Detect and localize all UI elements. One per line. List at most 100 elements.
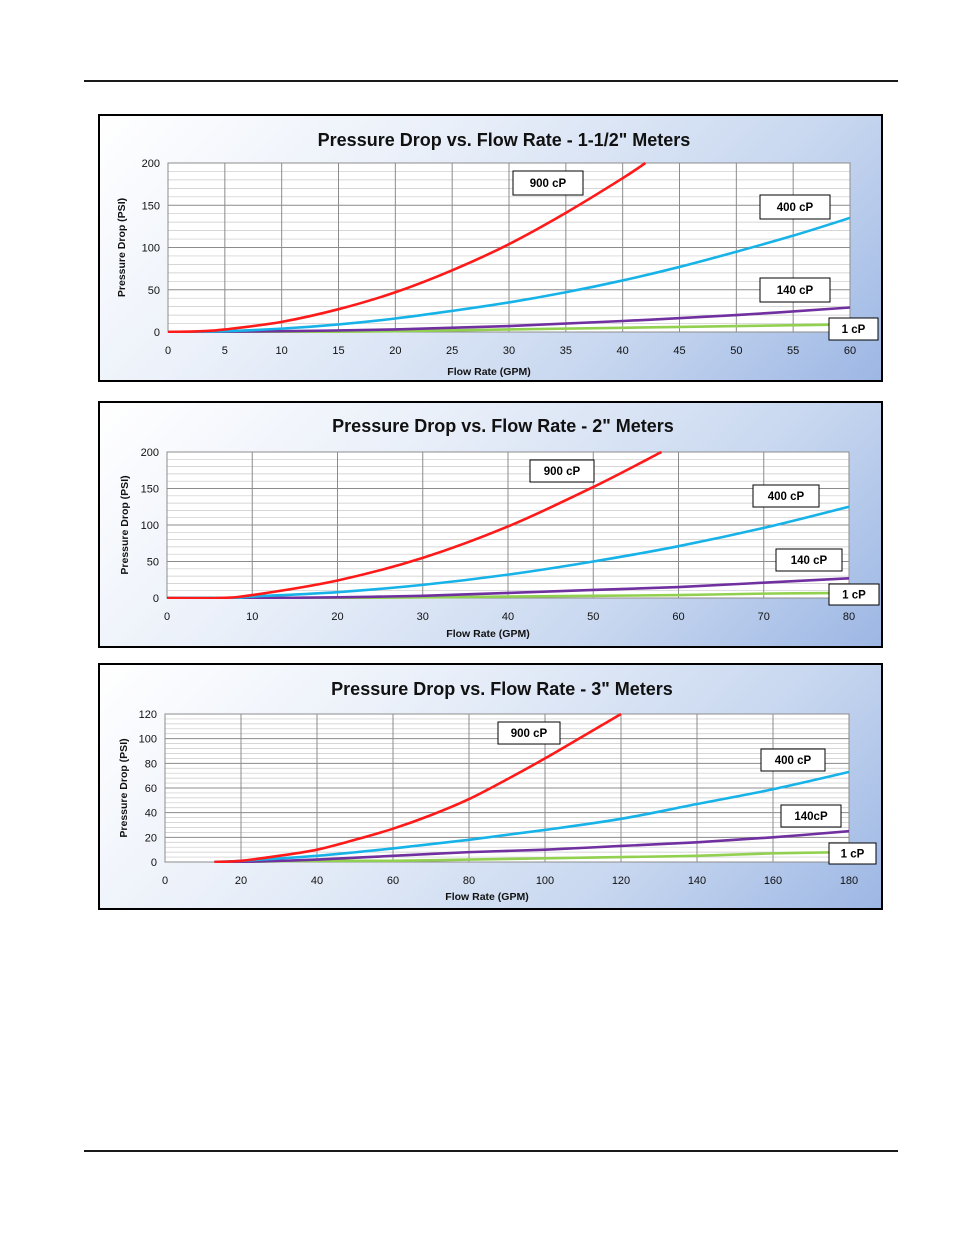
y-tick-label: 80: [145, 758, 157, 770]
x-tick-label: 5: [222, 345, 228, 357]
chart-svg-3in: 0 20 40 60 80 100 120 0 20 40 60 80 100 120 140 160 180 P…: [118, 679, 877, 903]
x-axis-label: Flow Rate (GPM): [446, 628, 529, 640]
annotation-box: [759, 194, 831, 220]
header-rule: [84, 80, 898, 82]
annotation-label: 400 cP: [777, 202, 814, 214]
y-tick-label: 100: [142, 243, 160, 255]
annotation-1-cp: 1 cP: [828, 317, 879, 341]
y-tick-label: 150: [141, 484, 159, 496]
y-tick-label: 150: [142, 200, 160, 212]
annotation-box: [529, 459, 595, 483]
x-tick-label: 0: [162, 875, 168, 887]
x-tick-label: 50: [730, 345, 742, 357]
x-axis-label: Flow Rate (GPM): [445, 891, 528, 903]
annotation-box: [780, 804, 842, 828]
y-tick-label: 0: [151, 857, 157, 869]
x-tick-label: 80: [463, 875, 475, 887]
chart-panel-3in: 0 20 40 60 80 100 120 0 20 40 60 80 100 120 140 160 180 P…: [98, 663, 883, 910]
x-tick-label: 20: [389, 345, 401, 357]
x-tick-label: 50: [587, 611, 599, 623]
chart-panel-2in: 0 50 100 150 200 0 10 20 30 40 50 60 70 80 Pressure Dr…: [98, 401, 883, 648]
annotation-400-cp: 400 cP: [759, 194, 831, 220]
y-tick-label: 120: [139, 709, 157, 721]
annotation-1-cp: 1 cP: [828, 842, 877, 865]
annotation-label: 1 cP: [841, 849, 865, 861]
y-axis-label: Pressure Drop (PSI): [118, 738, 130, 837]
x-tick-label: 30: [503, 345, 515, 357]
chart-svg-1-5in: 0 50 100 150 200 0 5 10 15 20 25 30 35 40 45 50 55 60 Pres…: [116, 130, 879, 378]
annotation-box: [828, 583, 880, 606]
annotation-label: 900 cP: [511, 728, 548, 740]
y-axis-label: Pressure Drop (PSI): [119, 475, 131, 574]
x-tick-label: 60: [387, 875, 399, 887]
annotation-box: [775, 548, 843, 572]
annotation-box: [512, 170, 584, 196]
series-line-400-cp: [214, 770, 849, 863]
y-tick-label: 100: [139, 734, 157, 746]
y-tick-label: 40: [145, 808, 157, 820]
series-line-140-cp: [168, 306, 850, 333]
annotation-box: [828, 317, 879, 341]
annotation-box: [828, 842, 877, 865]
x-tick-label: 55: [787, 345, 799, 357]
chart-svg-2in: 0 50 100 150 200 0 10 20 30 40 50 60 70 80 Pressure Dr…: [119, 416, 880, 640]
y-tick-label: 200: [141, 447, 159, 459]
x-tick-label: 60: [672, 611, 684, 623]
x-tick-label: 120: [612, 875, 630, 887]
x-tick-label: 70: [758, 611, 770, 623]
series-line-900-cp: [168, 162, 647, 333]
annotation-label: 1 cP: [842, 324, 866, 336]
series-line-140-cp: [167, 576, 849, 599]
y-tick-label: 20: [145, 832, 157, 844]
annotation-140-cp: 140 cP: [759, 277, 831, 303]
annotation-box: [752, 484, 820, 508]
annotation-label: 140cP: [794, 811, 828, 823]
x-tick-label: 40: [502, 611, 514, 623]
annotation-label: 1 cP: [842, 590, 866, 602]
y-tick-label: 50: [148, 285, 160, 297]
y-tick-label: 50: [147, 557, 159, 569]
series-line-900-cp: [214, 713, 622, 863]
chart-panel-1-5in: 0 50 100 150 200 0 5 10 15 20 25 30 35 40 45 50 55 60 Pres…: [98, 114, 883, 382]
x-tick-label: 180: [840, 875, 858, 887]
y-tick-label: 60: [145, 783, 157, 795]
series-line-140-cp: [214, 829, 849, 863]
x-tick-label: 20: [235, 875, 247, 887]
x-tick-label: 25: [446, 345, 458, 357]
annotation-box: [497, 721, 561, 745]
y-tick-label: 0: [154, 327, 160, 339]
annotation-1-cp: 1 cP: [828, 583, 880, 606]
x-tick-label: 40: [311, 875, 323, 887]
y-axis-label: Pressure Drop (PSI): [116, 198, 128, 297]
chart-title: Pressure Drop vs. Flow Rate - 1-1/2" Met…: [318, 130, 691, 150]
major-gridlines: [167, 162, 851, 333]
x-tick-label: 45: [673, 345, 685, 357]
y-tick-label: 200: [142, 158, 160, 170]
annotation-label: 400 cP: [775, 755, 812, 767]
x-axis-label: Flow Rate (GPM): [447, 366, 530, 378]
x-tick-label: 10: [246, 611, 258, 623]
annotation-900-cp: 900 cP: [529, 459, 595, 483]
x-tick-label: 160: [764, 875, 782, 887]
x-tick-label: 30: [417, 611, 429, 623]
annotation-140-cp: 140cP: [780, 804, 842, 828]
annotation-400-cp: 400 cP: [752, 484, 820, 508]
y-tick-label: 100: [141, 520, 159, 532]
annotation-box: [760, 748, 826, 772]
series-line-400-cp: [168, 216, 850, 333]
x-tick-label: 40: [617, 345, 629, 357]
x-tick-label: 60: [844, 345, 856, 357]
x-tick-label: 80: [843, 611, 855, 623]
annotation-900-cp: 900 cP: [512, 170, 584, 196]
chart-title: Pressure Drop vs. Flow Rate - 3" Meters: [331, 679, 673, 699]
y-tick-label: 0: [153, 593, 159, 605]
x-tick-label: 15: [332, 345, 344, 357]
annotation-box: [759, 277, 831, 303]
major-gridlines: [166, 451, 850, 599]
x-tick-label: 20: [331, 611, 343, 623]
annotation-label: 140 cP: [777, 285, 814, 297]
x-tick-label: 0: [165, 345, 171, 357]
x-tick-label: 10: [276, 345, 288, 357]
annotation-label: 140 cP: [791, 555, 828, 567]
annotation-label: 400 cP: [768, 491, 805, 503]
